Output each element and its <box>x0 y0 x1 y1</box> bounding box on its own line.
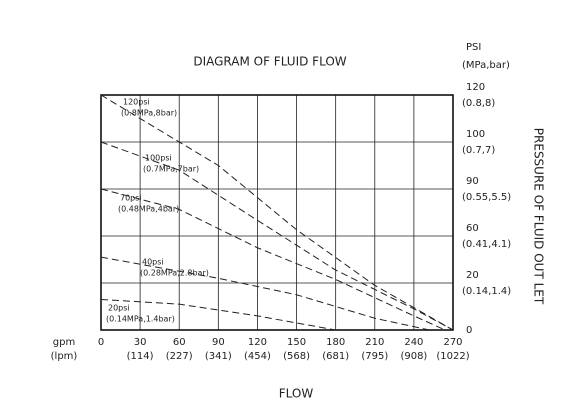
curve-sublabel: (0.14MPa,1.4bar) <box>106 315 175 324</box>
curve <box>100 94 454 331</box>
plot-frame <box>100 94 454 331</box>
y-tick-sublabel: (0.14,1.4) <box>462 286 511 297</box>
curve <box>100 298 336 331</box>
curve <box>100 141 454 331</box>
x-tick-label: 60 <box>173 337 186 348</box>
curve <box>100 188 446 331</box>
y-tick-label: 20 <box>466 270 479 281</box>
x-unit: gpm <box>53 337 75 348</box>
x-tick-label: 120 <box>248 337 267 348</box>
x-axis-label: FLOW <box>279 387 314 401</box>
x-tick-label: 210 <box>365 337 384 348</box>
x-tick-sublabel: (1022) <box>436 351 469 362</box>
curve-label: 100psi <box>145 154 172 163</box>
y-tick-label: 0 <box>466 325 472 336</box>
x-tick-sublabel: (568) <box>283 351 310 362</box>
x-tick-sublabel: (341) <box>205 351 232 362</box>
x-tick-sublabel: (795) <box>361 351 388 362</box>
x-tick-label: 150 <box>287 337 306 348</box>
x-tick-label: 0 <box>98 337 104 348</box>
x-tick-sublabel: (454) <box>244 351 271 362</box>
y-tick-sublabel: (0.8,8) <box>462 98 495 109</box>
x-tick-label: 90 <box>212 337 225 348</box>
x-tick-sublabel: (114) <box>127 351 154 362</box>
x-tick-sublabel: (227) <box>166 351 193 362</box>
y-tick-sublabel: (0.41,4.1) <box>462 239 511 250</box>
x-unit: (lpm) <box>51 351 78 362</box>
curve-label: 40psi <box>142 258 164 267</box>
y-tick-label: 120 <box>466 82 485 93</box>
x-tick-sublabel: (908) <box>400 351 427 362</box>
y-unit: (MPa,bar) <box>462 60 510 71</box>
x-tick-label: 180 <box>326 337 345 348</box>
curve-sublabel: (0.8MPa,8bar) <box>121 109 177 118</box>
x-tick-sublabel: (681) <box>322 351 349 362</box>
y-tick-sublabel: (0.55,5.5) <box>462 192 511 203</box>
y-tick-label: 100 <box>466 129 485 140</box>
y-tick-label: 90 <box>466 176 479 187</box>
chart-title: DIAGRAM OF FLUID FLOW <box>193 55 346 69</box>
curve-label: 70psi <box>120 194 142 203</box>
curve-sublabel: (0.28MPa,2.8bar) <box>140 269 209 278</box>
y-tick-sublabel: (0.7,7) <box>462 145 495 156</box>
y-axis-label: PRESSURE OF FLUID OUT LET <box>532 128 546 305</box>
curve <box>100 256 430 331</box>
y-unit: PSI <box>466 42 481 53</box>
x-tick-label: 270 <box>443 337 462 348</box>
curve-label: 20psi <box>108 304 130 313</box>
x-tick-label: 30 <box>134 337 147 348</box>
curve-sublabel: (0.7MPa,7bar) <box>143 165 199 174</box>
y-tick-label: 60 <box>466 223 479 234</box>
x-tick-label: 240 <box>404 337 423 348</box>
curve-label: 120psi <box>123 98 150 107</box>
curve-sublabel: (0.48MPa,4bar) <box>118 205 179 214</box>
